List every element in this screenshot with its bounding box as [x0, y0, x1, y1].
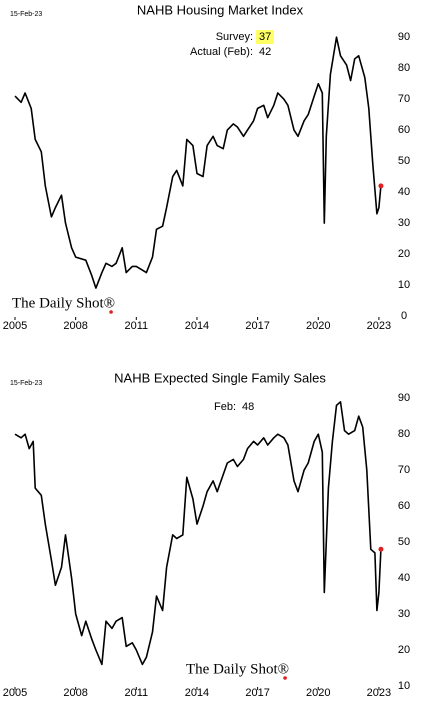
chart-title: NAHB Expected Single Family Sales — [114, 370, 326, 385]
x-tick-label: 2023 — [367, 320, 391, 332]
y-tick-label: 30 — [398, 217, 410, 229]
y-tick-label: 10 — [398, 680, 410, 692]
y-tick-label: 20 — [398, 644, 410, 656]
logo-dot — [109, 310, 113, 314]
y-tick-label: 0 — [401, 310, 407, 322]
y-tick-label: 40 — [398, 572, 410, 584]
logo: The Daily Shot® — [12, 295, 115, 311]
y-tick-label: 80 — [398, 62, 410, 74]
line — [14, 36, 382, 289]
x-tick-label: 2023 — [367, 687, 391, 699]
y-tick-label: 90 — [398, 31, 410, 43]
line — [14, 401, 382, 666]
y-tick-label: 10 — [398, 279, 410, 291]
x-tick-label: 2011 — [124, 320, 148, 332]
x-tick-label: 2008 — [63, 687, 87, 699]
x-tick-label: 2020 — [306, 320, 330, 332]
annotation-label: Feb: — [214, 401, 236, 413]
x-tick-label: 2014 — [185, 320, 209, 332]
logo-dot — [283, 676, 287, 680]
x-tick-label: 2017 — [245, 320, 269, 332]
x-tick-label: 2017 — [245, 687, 269, 699]
highlight — [256, 30, 274, 44]
x-tick-label: 2014 — [185, 687, 209, 699]
annotation-label: Survey: — [216, 31, 253, 43]
annotation-label: Actual (Feb): — [190, 46, 253, 58]
y-tick-label: 80 — [398, 428, 410, 440]
x-tick-label: 2005 — [3, 320, 27, 332]
y-tick-label: 30 — [398, 608, 410, 620]
date: 15-Feb-23 — [10, 380, 42, 387]
x-tick-label: 2020 — [306, 687, 330, 699]
y-tick-label: 40 — [398, 186, 410, 198]
y-tick-label: 70 — [398, 93, 410, 105]
annotation-value: 48 — [242, 401, 254, 413]
y-tick-label: 60 — [398, 500, 410, 512]
logo: The Daily Shot® — [186, 661, 289, 677]
endpoint — [378, 546, 384, 552]
y-tick-label: 90 — [398, 392, 410, 404]
y-tick-label: 50 — [398, 536, 410, 548]
annotation-value: 37 — [259, 31, 271, 43]
y-tick-label: 70 — [398, 464, 410, 476]
x-tick-label: 2011 — [124, 687, 148, 699]
date: 15-Feb-23 — [10, 11, 42, 18]
annotation-value: 42 — [259, 46, 271, 58]
y-tick-label: 20 — [398, 248, 410, 260]
chart-title: NAHB Housing Market Index — [137, 2, 304, 17]
endpoint — [378, 183, 384, 189]
x-tick-label: 2008 — [63, 320, 87, 332]
y-tick-label: 50 — [398, 155, 410, 167]
x-tick-label: 2005 — [3, 687, 27, 699]
y-tick-label: 60 — [398, 124, 410, 136]
